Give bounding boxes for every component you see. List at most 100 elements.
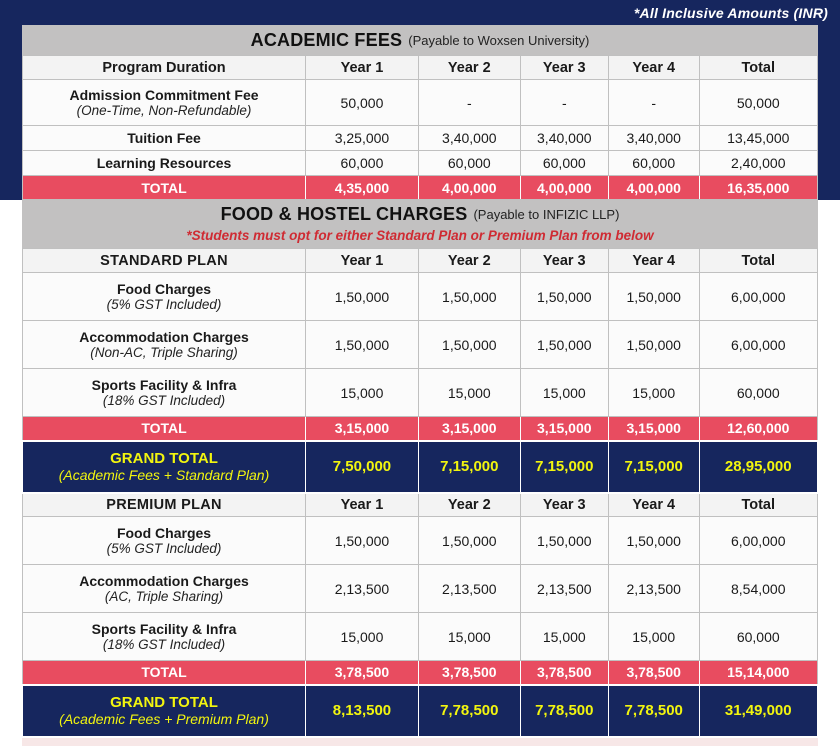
fee-value: 3,40,000 (607, 125, 700, 151)
fee-value: 50,000 (305, 79, 419, 126)
fee-value: 6,00,000 (698, 272, 819, 321)
standard-total-row: TOTAL 3,15,000 3,15,000 3,15,000 3,15,00… (21, 416, 819, 441)
fee-value: 3,40,000 (417, 125, 521, 151)
grand-total-label: GRAND TOTAL (Academic Fees + Standard Pl… (21, 439, 307, 494)
fee-value: 60,000 (698, 612, 819, 661)
total-value: 4,00,000 (519, 175, 609, 200)
grand-total-value: 8,13,500 (305, 683, 419, 738)
grand-total-label-sub: (Academic Fees + Standard Plan) (58, 467, 270, 483)
academic-fees-title: ACADEMIC FEES (250, 29, 403, 50)
academic-fees-section-header: ACADEMIC FEES (Payable to Woxsen Univers… (22, 25, 818, 55)
fee-value: 15,000 (305, 612, 419, 661)
food-hostel-section-header: FOOD & HOSTEL CHARGES (Payable to INFIZI… (22, 200, 818, 248)
fee-value: 8,54,000 (698, 564, 819, 613)
column-header: Total (698, 248, 819, 273)
plan-choice-note: *Students must opt for either Standard P… (186, 228, 654, 243)
fee-value: 1,50,000 (519, 516, 609, 565)
column-header: Program Duration (21, 55, 307, 80)
fee-label: Tuition Fee (21, 125, 307, 151)
fee-value: 60,000 (607, 150, 700, 176)
total-value: 4,00,000 (607, 175, 700, 200)
fee-value: 60,000 (305, 150, 419, 176)
fee-value: 15,000 (519, 612, 609, 661)
column-header: Year 3 (519, 248, 609, 273)
total-value: 3,15,000 (519, 416, 609, 441)
table-row-standard-accommodation: Accommodation Charges (Non-AC, Triple Sh… (21, 320, 819, 369)
all-inclusive-note: *All Inclusive Amounts (INR) (633, 4, 828, 21)
fee-value: 15,000 (417, 368, 521, 417)
total-value: 15,14,000 (698, 660, 819, 685)
column-header: Year 1 (305, 55, 419, 80)
fee-label: Food Charges (5% GST Included) (21, 516, 307, 565)
total-label: TOTAL (21, 416, 307, 441)
total-value: 12,60,000 (698, 416, 819, 441)
fee-label: Accommodation Charges (AC, Triple Sharin… (21, 564, 307, 613)
fee-label-sub: (5% GST Included) (106, 541, 222, 556)
bottom-strip (22, 737, 818, 746)
total-value: 4,00,000 (417, 175, 521, 200)
grand-total-value: 7,78,500 (417, 683, 521, 738)
academic-fees-table: Program Duration Year 1 Year 2 Year 3 Ye… (21, 55, 819, 200)
grand-total-value: 7,15,000 (417, 439, 521, 494)
grand-total-value: 7,15,000 (607, 439, 700, 494)
standard-plan-header-row: STANDARD PLAN Year 1 Year 2 Year 3 Year … (21, 248, 819, 273)
premium-plan-header-row: PREMIUM PLAN Year 1 Year 2 Year 3 Year 4… (21, 492, 819, 517)
fee-label-main: Accommodation Charges (79, 329, 249, 345)
fee-label-sub: (One-Time, Non-Refundable) (76, 103, 252, 118)
fee-value: 13,45,000 (698, 125, 819, 151)
fee-value: - (519, 79, 609, 126)
fee-value: 2,13,500 (417, 564, 521, 613)
fee-value: 3,40,000 (519, 125, 609, 151)
premium-total-row: TOTAL 3,78,500 3,78,500 3,78,500 3,78,50… (21, 660, 819, 685)
fee-value: 1,50,000 (417, 272, 521, 321)
food-hostel-title-line: FOOD & HOSTEL CHARGES (Payable to INFIZI… (22, 204, 818, 225)
academic-header-row: Program Duration Year 1 Year 2 Year 3 Ye… (21, 55, 819, 80)
grand-total-value: 31,49,000 (698, 683, 819, 738)
total-value: 3,15,000 (305, 416, 419, 441)
fee-label: Sports Facility & Infra (18% GST Include… (21, 368, 307, 417)
fee-value: 1,50,000 (305, 272, 419, 321)
total-value: 3,78,500 (417, 660, 521, 685)
fee-label: Accommodation Charges (Non-AC, Triple Sh… (21, 320, 307, 369)
total-value: 4,35,000 (305, 175, 419, 200)
fee-label-main: Food Charges (116, 281, 212, 297)
column-header: Year 3 (519, 55, 609, 80)
fee-value: 3,25,000 (305, 125, 419, 151)
fee-value: 1,50,000 (305, 516, 419, 565)
food-hostel-subtitle: (Payable to INFIZIC LLP) (473, 207, 620, 222)
food-hostel-title: FOOD & HOSTEL CHARGES (220, 204, 468, 224)
column-header: Year 2 (417, 492, 521, 517)
fee-value: 60,000 (417, 150, 521, 176)
fee-label-sub: (18% GST Included) (102, 637, 226, 652)
fee-label: Admission Commitment Fee (One-Time, Non-… (21, 79, 307, 126)
fee-value: 6,00,000 (698, 320, 819, 369)
academic-fees-subtitle: (Payable to Woxsen University) (408, 32, 590, 48)
fee-label: Sports Facility & Infra (18% GST Include… (21, 612, 307, 661)
table-row-tuition-fee: Tuition Fee 3,25,000 3,40,000 3,40,000 3… (21, 125, 819, 151)
column-header: Year 1 (305, 492, 419, 517)
table-row-admission-fee: Admission Commitment Fee (One-Time, Non-… (21, 79, 819, 126)
table-row-premium-sports: Sports Facility & Infra (18% GST Include… (21, 612, 819, 661)
fee-value: 1,50,000 (305, 320, 419, 369)
fee-value: 1,50,000 (417, 516, 521, 565)
fee-value: 15,000 (607, 368, 700, 417)
grand-total-value: 7,15,000 (519, 439, 609, 494)
premium-plan-label: PREMIUM PLAN (21, 492, 307, 517)
fee-value: 2,13,500 (305, 564, 419, 613)
column-header: Year 4 (607, 492, 700, 517)
fee-label-main: Accommodation Charges (79, 573, 249, 589)
fee-label-main: Sports Facility & Infra (91, 621, 237, 637)
total-label: TOTAL (21, 175, 307, 200)
column-header: Year 1 (305, 248, 419, 273)
table-row-standard-sports: Sports Facility & Infra (18% GST Include… (21, 368, 819, 417)
fee-label-sub: (5% GST Included) (106, 297, 222, 312)
column-header: Year 2 (417, 55, 521, 80)
fee-label-main: Admission Commitment Fee (69, 87, 259, 103)
column-header: Year 3 (519, 492, 609, 517)
fee-value: - (607, 79, 700, 126)
total-label: TOTAL (21, 660, 307, 685)
total-value: 3,78,500 (607, 660, 700, 685)
total-value: 3,78,500 (519, 660, 609, 685)
fee-value: 2,13,500 (519, 564, 609, 613)
total-value: 16,35,000 (698, 175, 819, 200)
